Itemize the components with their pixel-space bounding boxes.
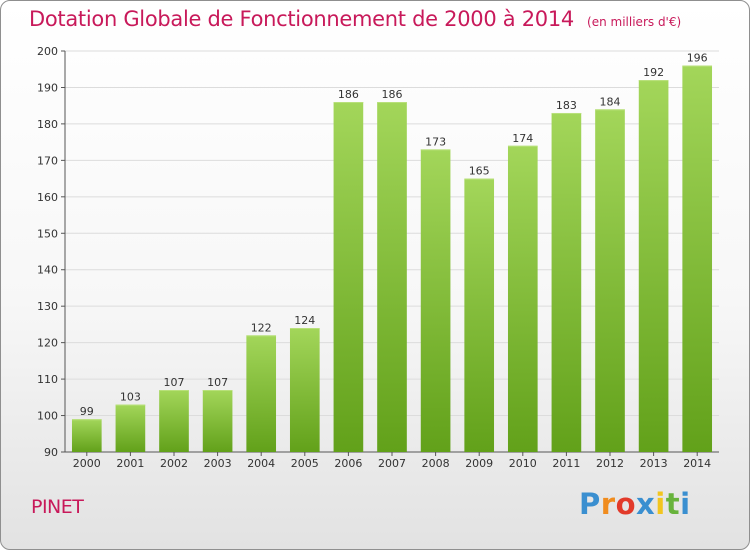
bar-2006 bbox=[333, 102, 364, 452]
x-tick-label: 2005 bbox=[291, 457, 319, 470]
commune-name: PINET bbox=[31, 496, 84, 518]
data-label: 107 bbox=[164, 376, 185, 389]
y-tick-label: 190 bbox=[37, 81, 58, 94]
y-tick-label: 160 bbox=[37, 191, 58, 204]
x-tick-label: 2010 bbox=[509, 457, 537, 470]
data-label: 183 bbox=[556, 99, 577, 112]
data-label: 103 bbox=[120, 391, 141, 404]
y-tick-label: 130 bbox=[37, 300, 58, 313]
x-tick-label: 2001 bbox=[116, 457, 144, 470]
data-label: 192 bbox=[643, 66, 664, 79]
data-label: 165 bbox=[469, 165, 490, 178]
title-row: Dotation Globale de Fonctionnement de 20… bbox=[29, 7, 681, 31]
bar-2013 bbox=[638, 80, 669, 452]
data-label: 196 bbox=[687, 52, 708, 65]
bar-2011 bbox=[551, 112, 582, 453]
data-label: 186 bbox=[338, 88, 359, 101]
data-label: 184 bbox=[600, 95, 621, 108]
y-tick-label: 100 bbox=[37, 410, 58, 423]
x-tick-label: 2014 bbox=[683, 457, 711, 470]
x-tick-label: 2004 bbox=[247, 457, 275, 470]
x-tick-label: 2002 bbox=[160, 457, 188, 470]
logo-letter: r bbox=[600, 487, 616, 521]
bar-2007 bbox=[377, 102, 407, 452]
y-tick-label: 90 bbox=[44, 446, 58, 459]
x-tick-label: 2011 bbox=[552, 457, 580, 470]
y-tick-label: 150 bbox=[37, 227, 58, 240]
y-tick-label: 140 bbox=[37, 264, 58, 277]
logo-letter: i bbox=[680, 487, 691, 521]
x-tick-label: 2013 bbox=[640, 457, 668, 470]
logo-letter: P bbox=[579, 487, 601, 521]
bar-2014 bbox=[682, 65, 713, 452]
data-label: 173 bbox=[425, 135, 446, 148]
data-label: 186 bbox=[382, 88, 403, 101]
y-tick-label: 120 bbox=[37, 337, 58, 350]
bar-2012 bbox=[595, 109, 625, 452]
unit-note: (en milliers d'€) bbox=[587, 15, 682, 29]
x-tick-label: 2006 bbox=[334, 457, 362, 470]
chart-title: Dotation Globale de Fonctionnement de 20… bbox=[29, 7, 574, 31]
x-tick-label: 2008 bbox=[422, 457, 450, 470]
logo-letter: o bbox=[615, 487, 637, 521]
bar-2001 bbox=[115, 404, 146, 452]
x-tick-label: 2003 bbox=[204, 457, 232, 470]
x-tick-label: 2000 bbox=[73, 457, 101, 470]
data-label: 124 bbox=[294, 314, 315, 327]
logo-letter: i bbox=[655, 487, 666, 521]
data-label: 99 bbox=[80, 405, 94, 418]
x-tick-label: 2009 bbox=[465, 457, 493, 470]
logo-letter: t bbox=[665, 487, 681, 521]
bar-2000 bbox=[71, 419, 102, 452]
bar-2004 bbox=[246, 335, 277, 452]
data-label: 107 bbox=[207, 376, 228, 389]
labels: 90 100 110 120 130 140 150 160 170 180 190 200 2000 9… bbox=[37, 45, 711, 470]
y-tick-label: 180 bbox=[37, 118, 58, 131]
bar-2009 bbox=[464, 178, 495, 452]
bar-2010 bbox=[507, 145, 538, 453]
bar-2002 bbox=[159, 390, 189, 452]
data-label: 122 bbox=[251, 321, 272, 334]
bar-2005 bbox=[289, 328, 320, 452]
x-tick-label: 2012 bbox=[596, 457, 624, 470]
bars bbox=[71, 65, 713, 453]
x-tick-label: 2007 bbox=[378, 457, 406, 470]
y-tick-label: 200 bbox=[37, 45, 58, 58]
y-tick-label: 110 bbox=[37, 373, 58, 386]
bar-2008 bbox=[420, 149, 451, 452]
bar-2003 bbox=[202, 390, 233, 452]
y-tick-label: 170 bbox=[37, 154, 58, 167]
logo-letter: x bbox=[636, 487, 656, 521]
data-label: 174 bbox=[512, 132, 533, 145]
proxiti-logo[interactable]: Proxiti bbox=[579, 487, 691, 521]
